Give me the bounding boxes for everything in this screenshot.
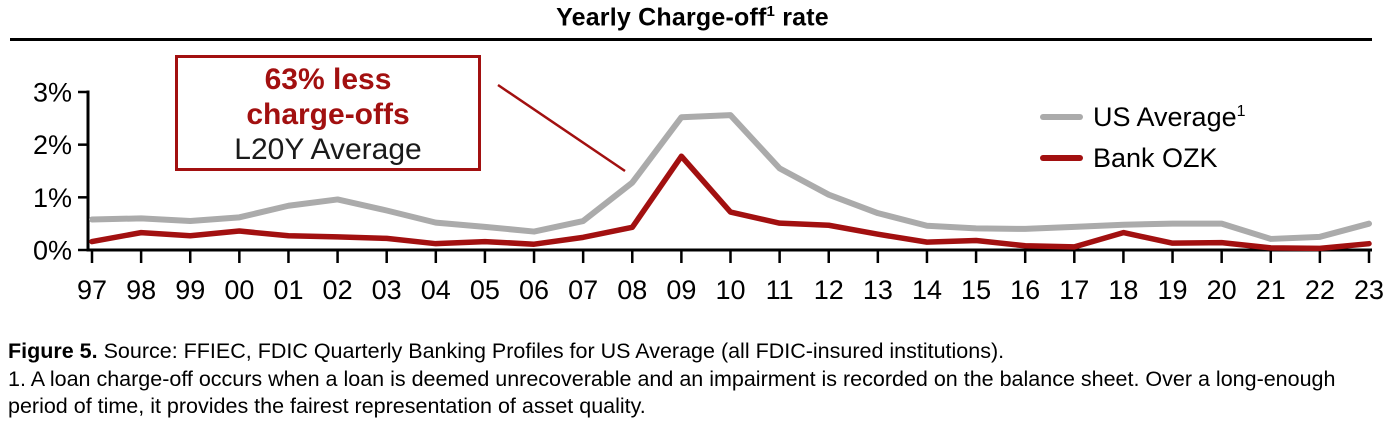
x-axis-tick-label: 04 bbox=[421, 275, 451, 305]
x-axis-tick-label: 12 bbox=[814, 275, 844, 305]
x-axis-tick-label: 11 bbox=[766, 275, 794, 305]
footnote-definition-text: 1. A loan charge-off occurs when a loan … bbox=[8, 366, 1336, 419]
x-axis-tick-label: 17 bbox=[1059, 275, 1089, 305]
legend-label-bank-ozk: Bank OZK bbox=[1093, 142, 1218, 173]
x-axis-tick-label: 02 bbox=[323, 275, 353, 305]
y-axis-tick-label: 0% bbox=[33, 236, 72, 266]
chargeoff-line-chart: 0%1%2%3%97 98 99 00 01 02 03 04 05 06 07 08 09 10 11 12… bbox=[33, 78, 1384, 306]
title-divider-rule bbox=[10, 38, 1372, 41]
callout-subline: L20Y Average bbox=[234, 132, 422, 166]
x-axis-tick-label: 21 bbox=[1256, 275, 1286, 305]
x-axis-tick-label: 10 bbox=[715, 275, 745, 305]
x-axis-tick-label: 22 bbox=[1305, 275, 1335, 305]
footnote-source-line: Figure 5. Source: FFIEC, FDIC Quarterly … bbox=[8, 338, 1360, 366]
x-axis-tick-label: 00 bbox=[224, 275, 254, 305]
chart-title: Yearly Charge-off1 rate bbox=[0, 3, 1385, 32]
callout-connector-line bbox=[497, 83, 626, 173]
x-axis-tick-label: 18 bbox=[1108, 275, 1138, 305]
y-axis-tick-label: 3% bbox=[33, 78, 72, 108]
x-axis-tick-label: 16 bbox=[1010, 275, 1040, 305]
x-axis-tick-label: 13 bbox=[863, 275, 893, 305]
chart-title-superscript: 1 bbox=[766, 3, 776, 20]
callout-headline-line1: 63% less bbox=[264, 62, 392, 96]
footnote: Figure 5. Source: FFIEC, FDIC Quarterly … bbox=[8, 338, 1360, 421]
chart-title-main: Yearly Charge-off bbox=[556, 3, 767, 32]
callout-headline-line2: charge-offs bbox=[246, 97, 410, 131]
x-axis-tick-label: 98 bbox=[126, 275, 156, 305]
series-line-bank-ozk bbox=[89, 153, 1372, 252]
bank-ozk-line-swatch-icon bbox=[1040, 155, 1083, 161]
x-axis-tick-label: 97 bbox=[77, 275, 107, 305]
figure-label: Figure 5. bbox=[8, 339, 98, 363]
x-axis-tick-label: 05 bbox=[470, 275, 500, 305]
callout-box: 63% less charge-offs L20Y Average bbox=[175, 55, 481, 171]
x-axis-tick-label: 01 bbox=[273, 275, 303, 305]
legend-us-average-superscript: 1 bbox=[1236, 102, 1246, 120]
y-axis-tick-label: 2% bbox=[33, 130, 72, 160]
series-line-us-average bbox=[89, 112, 1372, 242]
source-text: Source: FFIEC, FDIC Quarterly Banking Pr… bbox=[97, 339, 1005, 363]
x-axis-tick-label: 06 bbox=[519, 275, 549, 305]
y-axis-tick-label: 1% bbox=[33, 183, 72, 213]
x-axis-tick-label: 99 bbox=[175, 275, 205, 305]
x-axis-tick-label: 09 bbox=[666, 275, 696, 305]
x-axis-tick-label: 15 bbox=[961, 275, 991, 305]
legend-item-bank-ozk: Bank OZK bbox=[1040, 141, 1246, 175]
x-axis-tick-label: 08 bbox=[617, 275, 647, 305]
chart-legend: US Average1 Bank OZK bbox=[1040, 100, 1246, 175]
x-axis-tick-label: 19 bbox=[1158, 275, 1188, 305]
x-axis-tick-label: 07 bbox=[568, 275, 598, 305]
x-axis-tick-label: 03 bbox=[372, 275, 402, 305]
x-axis-tick-label: 23 bbox=[1354, 275, 1384, 305]
us-average-line-swatch-icon bbox=[1040, 114, 1083, 120]
x-axis-tick-label: 20 bbox=[1207, 275, 1237, 305]
x-axis-tick-label: 14 bbox=[912, 275, 942, 305]
legend-label-us-average: US Average1 bbox=[1093, 101, 1246, 132]
legend-item-us-average: US Average1 bbox=[1040, 100, 1246, 134]
chart-title-tail: rate bbox=[775, 3, 829, 32]
